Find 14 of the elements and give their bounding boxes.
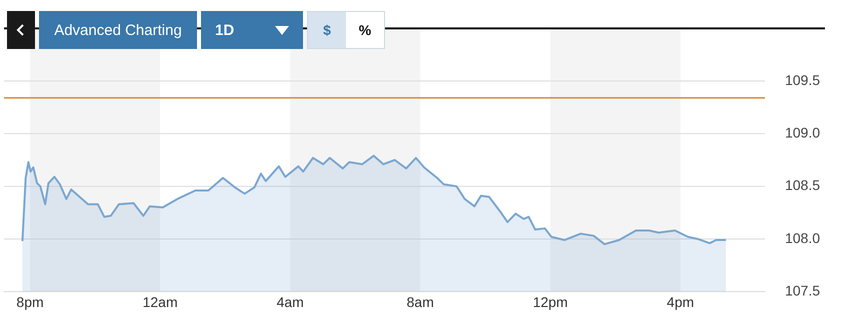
x-tick-label: 8pm (16, 294, 44, 310)
y-tick-label: 108.0 (784, 230, 820, 246)
x-tick-label: 12am (142, 294, 178, 310)
y-tick-label: 108.5 (784, 177, 820, 194)
toggle-button[interactable]: $ (308, 12, 346, 48)
y-tick-label: 109.0 (784, 124, 820, 141)
y-tick-label: 109.5 (784, 72, 820, 88)
period-dropdown[interactable]: 1D (201, 11, 303, 49)
x-tick-label: 8am (406, 294, 434, 310)
x-tick-label: 4pm (666, 294, 694, 310)
y-tick-label: 107.5 (784, 282, 820, 298)
x-tick-label: 4am (276, 294, 304, 310)
x-tick-label: 12pm (532, 294, 568, 310)
view-button[interactable]: Advanced Charting (39, 11, 197, 49)
